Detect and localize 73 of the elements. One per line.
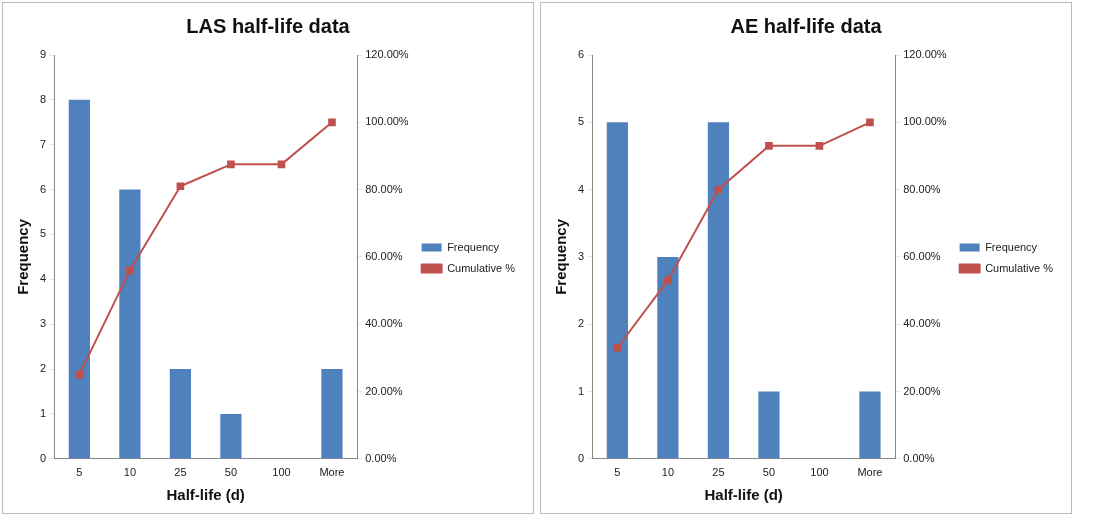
y-tick-label: 8 <box>39 92 47 105</box>
x-tick-label: 50 <box>762 466 776 479</box>
y-tick-label: 4 <box>39 272 47 285</box>
y-tick-label: 2 <box>39 362 47 375</box>
point <box>815 142 824 150</box>
y2-tick-label: 0.00% <box>365 451 397 464</box>
y-tick-label: 1 <box>577 384 585 397</box>
y-tick-label: 2 <box>577 317 585 330</box>
y2-tick-label: 120.00% <box>365 48 409 61</box>
y2-tick-label: 100.00% <box>903 115 947 128</box>
bar <box>68 99 90 459</box>
legend-label: Cumulative % <box>985 261 1054 274</box>
y-axis-title: Frequency <box>14 218 32 295</box>
y-tick-label: 0 <box>39 451 47 464</box>
y-tick-label: 9 <box>39 48 47 61</box>
bar <box>758 391 780 459</box>
chart-title: AE half-life data <box>730 14 883 37</box>
chart-title: LAS half-life data <box>186 14 351 37</box>
y2-tick-label: 20.00% <box>365 384 403 397</box>
y2-tick-label: 40.00% <box>903 317 941 330</box>
y-axis-title: Frequency <box>552 218 570 295</box>
x-tick-label: 50 <box>224 466 238 479</box>
y-tick-label: 5 <box>39 227 47 240</box>
point <box>75 370 84 379</box>
x-tick-label: 5 <box>76 466 83 479</box>
bar <box>606 122 628 459</box>
y-tick-label: 1 <box>39 406 47 419</box>
point <box>664 276 672 285</box>
y2-tick-label: 20.00% <box>903 384 941 397</box>
legend-label: Frequency <box>447 240 500 253</box>
x-tick-label: 25 <box>174 466 187 479</box>
bar <box>707 122 730 459</box>
x-axis-title: Half-life (d) <box>704 486 783 504</box>
y-tick-label: 3 <box>39 317 47 330</box>
x-tick-label: 100 <box>272 466 291 479</box>
x-tick-label: 10 <box>123 466 137 479</box>
y2-tick-label: 120.00% <box>903 48 947 61</box>
x-tick-label: More <box>857 466 883 479</box>
point <box>866 118 874 127</box>
y-tick-label: 4 <box>577 182 585 195</box>
point <box>613 343 622 352</box>
bar <box>321 369 343 459</box>
y2-tick-label: 40.00% <box>365 317 403 330</box>
x-tick-label: 25 <box>712 466 725 479</box>
x-axis-title: Half-life (d) <box>166 486 245 504</box>
y2-tick-label: 0.00% <box>903 451 935 464</box>
y-tick-label: 5 <box>577 115 585 128</box>
point <box>176 182 185 191</box>
x-tick-label: 5 <box>614 466 621 479</box>
y-tick-label: 3 <box>577 249 585 262</box>
bar <box>859 391 881 459</box>
legend-label: Cumulative % <box>447 261 516 274</box>
legend-label: Frequency <box>985 240 1038 253</box>
bar <box>119 189 141 459</box>
y2-tick-label: 60.00% <box>903 249 941 262</box>
bar <box>657 256 679 459</box>
point <box>126 266 134 275</box>
y2-tick-label: 100.00% <box>365 115 409 128</box>
y-tick-label: 6 <box>577 48 585 61</box>
y2-tick-label: 80.00% <box>365 182 403 195</box>
bar <box>169 369 192 459</box>
x-tick-label: More <box>319 466 345 479</box>
point <box>328 118 336 127</box>
y2-tick-label: 60.00% <box>365 249 403 262</box>
x-tick-label: 10 <box>661 466 675 479</box>
y-tick-label: 7 <box>39 137 47 150</box>
bar <box>220 413 242 459</box>
x-tick-label: 100 <box>810 466 829 479</box>
y2-tick-label: 80.00% <box>903 182 941 195</box>
y-tick-label: 0 <box>577 451 585 464</box>
point <box>765 142 773 150</box>
y-tick-label: 6 <box>39 182 47 195</box>
point <box>227 160 235 169</box>
